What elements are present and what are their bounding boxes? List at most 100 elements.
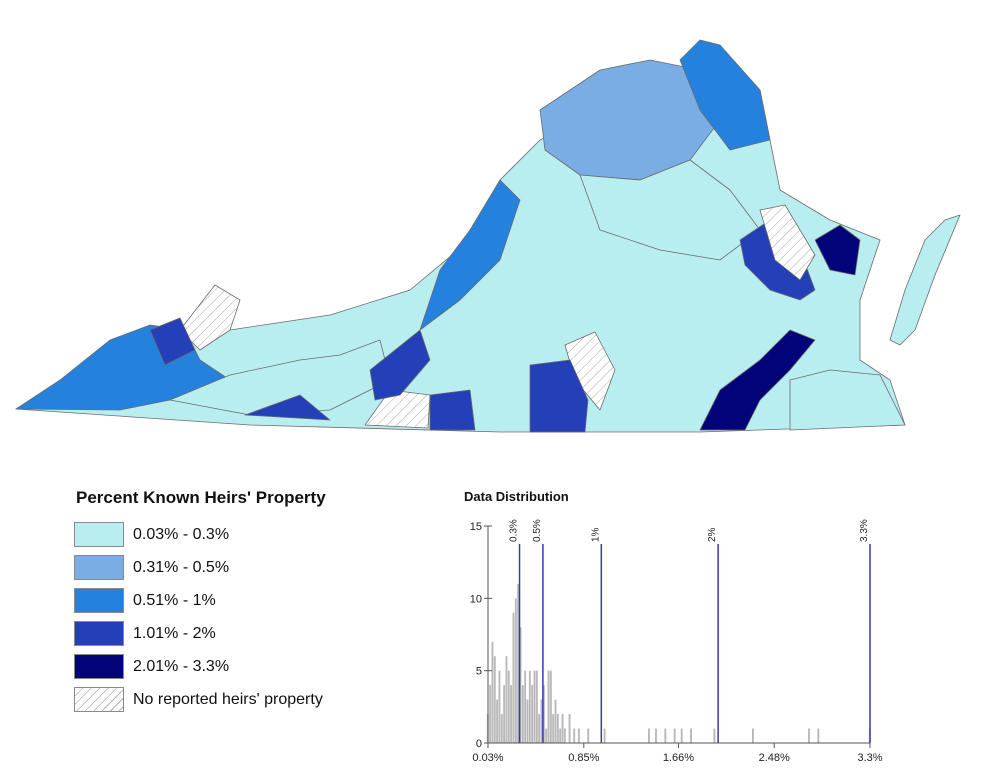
histogram-bar — [503, 685, 506, 743]
histogram-bar — [655, 728, 657, 743]
county-sw-dark — [149, 317, 196, 366]
histogram-bar — [573, 728, 576, 743]
legend-swatch — [74, 522, 124, 547]
no-data-county-tidewater — [759, 204, 816, 281]
histogram-bar — [603, 728, 606, 743]
legend-swatch — [74, 654, 124, 679]
legend-label: 0.03% - 0.3% — [133, 525, 230, 543]
map-legend: Percent Known Heirs' Property 0.03% - 0.… — [74, 488, 394, 716]
x-tick-label: 3.3% — [857, 752, 882, 764]
histogram-bar — [491, 641, 494, 743]
legend-label: 0.31% - 0.5% — [133, 558, 230, 576]
class-break-label: 2% — [707, 527, 718, 542]
histogram-bar — [535, 670, 538, 743]
histogram-bar — [514, 598, 517, 743]
histogram-bar — [500, 714, 503, 743]
county-south-blue-4 — [369, 329, 431, 401]
legend-item: 2.01% - 3.3% — [74, 650, 394, 683]
histogram-bar — [556, 714, 559, 743]
histogram-bar — [540, 699, 543, 743]
class-break-label: 0.3% — [509, 519, 520, 542]
region-northern-virginia — [679, 39, 771, 151]
y-tick-label: 5 — [476, 666, 482, 678]
histogram-bar — [554, 699, 557, 743]
histogram-bar — [496, 699, 499, 743]
legend-swatch-hatched — [74, 687, 124, 712]
histogram-bar — [587, 728, 590, 743]
histogram-bar — [808, 728, 810, 743]
county-south-blue — [429, 389, 476, 431]
histogram-bar — [545, 728, 548, 743]
x-tick-label: 0.85% — [568, 752, 599, 764]
histogram-bar — [531, 685, 534, 743]
legend-label: 1.01% - 2% — [133, 624, 216, 642]
county-southside-dark — [699, 329, 816, 431]
histogram-bar — [489, 685, 492, 743]
histogram-bar — [507, 670, 510, 743]
class-break-lines — [518, 544, 871, 743]
histogram-bars — [486, 583, 871, 743]
histogram-bar — [561, 714, 564, 743]
histogram-bar — [526, 699, 529, 743]
histogram-bar — [547, 670, 550, 743]
legend-label: 0.51% - 1% — [133, 591, 216, 609]
legend-label: 2.01% - 3.3% — [133, 657, 230, 675]
histogram-bar — [498, 670, 501, 743]
histogram-bar — [533, 670, 536, 743]
histogram-bar — [493, 656, 496, 743]
histogram-bar — [517, 583, 520, 743]
histogram-bar — [549, 670, 552, 743]
histogram-bar — [512, 612, 515, 743]
histogram-bar — [559, 728, 562, 743]
y-axis-ticks: 0 5 10 15 — [470, 521, 492, 750]
histogram-bar — [817, 728, 820, 743]
class-break-label: 0.5% — [532, 519, 543, 542]
class-break-labels: 0.3% 0.5% 1% 2% 3.3% — [509, 519, 870, 542]
y-tick-label: 15 — [470, 521, 482, 533]
no-data-county-sw — [179, 284, 241, 351]
histogram-bar — [552, 714, 555, 743]
x-tick-label: 2.48% — [759, 752, 790, 764]
distribution-histogram: 0 5 10 15 0.03% 0.85% 1.66% 2.48% 3.3% 0.3% 0.5%… — [470, 519, 883, 764]
histogram-bar — [521, 685, 524, 743]
legend-item: 0.51% - 1% — [74, 584, 394, 617]
legend-title: Percent Known Heirs' Property — [76, 488, 326, 507]
histogram-bar — [505, 656, 508, 743]
histogram-bar — [648, 728, 650, 743]
legend-item: 1.01% - 2% — [74, 617, 394, 650]
legend-item: No reported heirs' property — [74, 683, 394, 716]
class-break-label: 3.3% — [859, 519, 870, 542]
histogram-bar — [577, 728, 580, 743]
histogram-bar — [542, 685, 545, 743]
county-south-blue-3 — [244, 394, 331, 421]
distribution-title: Data Distribution — [464, 489, 569, 504]
x-tick-label: 0.03% — [472, 752, 503, 764]
legend-item: 0.31% - 0.5% — [74, 551, 394, 584]
y-tick-label: 0 — [476, 738, 482, 750]
county-northern-neck-tip — [814, 224, 861, 276]
region-shenandoah — [419, 179, 521, 331]
histogram-bar — [510, 685, 513, 743]
region-eastern-shore — [889, 214, 961, 346]
histogram-bar — [673, 728, 676, 743]
histogram-bar — [563, 728, 566, 743]
histogram-bar — [752, 728, 754, 743]
histogram-bar — [568, 714, 571, 743]
x-tick-label: 1.66% — [663, 752, 694, 764]
histogram-bar — [524, 670, 527, 743]
legend-swatch — [74, 588, 124, 613]
legend-label: No reported heirs' property — [133, 690, 323, 708]
histogram-bar — [538, 714, 541, 743]
legend-swatch — [74, 621, 124, 646]
virginia-county-map — [15, 39, 961, 433]
histogram-bar — [713, 728, 716, 743]
county-south-blue-2 — [529, 359, 589, 433]
histogram-bar — [690, 728, 692, 743]
x-axis-ticks: 0.03% 0.85% 1.66% 2.48% 3.3% — [472, 743, 883, 764]
histogram-bar — [519, 627, 522, 743]
histogram-bar — [680, 728, 683, 743]
class-break-label: 1% — [590, 527, 601, 542]
region-hampton-roads — [789, 369, 906, 431]
y-tick-label: 10 — [470, 593, 482, 605]
histogram-bar — [528, 670, 531, 743]
